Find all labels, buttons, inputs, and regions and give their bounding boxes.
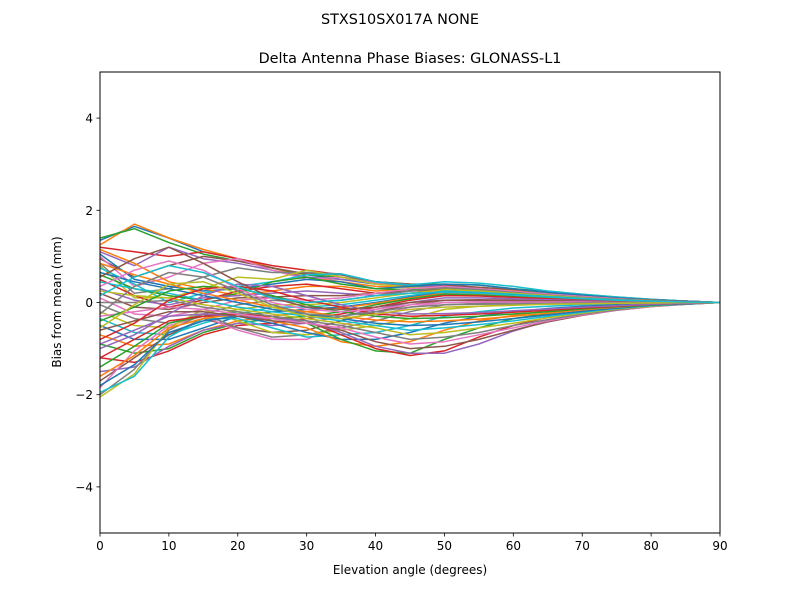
y-axis-ticks: −4 −2 0 2 4 bbox=[75, 112, 100, 494]
series-line-49 bbox=[100, 281, 720, 329]
x-axis-label: Elevation angle (degrees) bbox=[333, 563, 487, 577]
y-tick-label: 2 bbox=[85, 204, 93, 218]
x-tick-label: 20 bbox=[230, 539, 245, 553]
y-tick-label: 4 bbox=[85, 112, 93, 126]
series-line-31 bbox=[100, 301, 720, 387]
chart-title: Delta Antenna Phase Biases: GLONASS-L1 bbox=[259, 51, 562, 67]
y-tick-label: 0 bbox=[85, 296, 93, 310]
series-line-11 bbox=[100, 253, 720, 304]
x-tick-label: 0 bbox=[96, 539, 104, 553]
series-line-38 bbox=[100, 299, 720, 341]
x-tick-label: 70 bbox=[575, 539, 590, 553]
series-line-45 bbox=[100, 283, 720, 350]
y-tick-label: −2 bbox=[75, 388, 93, 402]
x-tick-label: 10 bbox=[161, 539, 176, 553]
series-line-46 bbox=[100, 246, 720, 311]
y-axis-label: Bias from mean (mm) bbox=[50, 236, 64, 367]
figure-suptitle: STXS10SX017A NONE bbox=[321, 12, 479, 28]
x-axis-ticks: 0 10 20 30 40 50 60 70 80 90 bbox=[96, 533, 728, 553]
x-tick-label: 60 bbox=[506, 539, 521, 553]
y-tick-label: −4 bbox=[75, 480, 93, 494]
x-tick-label: 30 bbox=[299, 539, 314, 553]
series-layer bbox=[100, 223, 720, 398]
x-tick-label: 90 bbox=[712, 539, 727, 553]
x-tick-label: 80 bbox=[643, 539, 658, 553]
x-tick-label: 40 bbox=[368, 539, 383, 553]
x-tick-label: 50 bbox=[437, 539, 452, 553]
series-line-50 bbox=[100, 264, 720, 304]
